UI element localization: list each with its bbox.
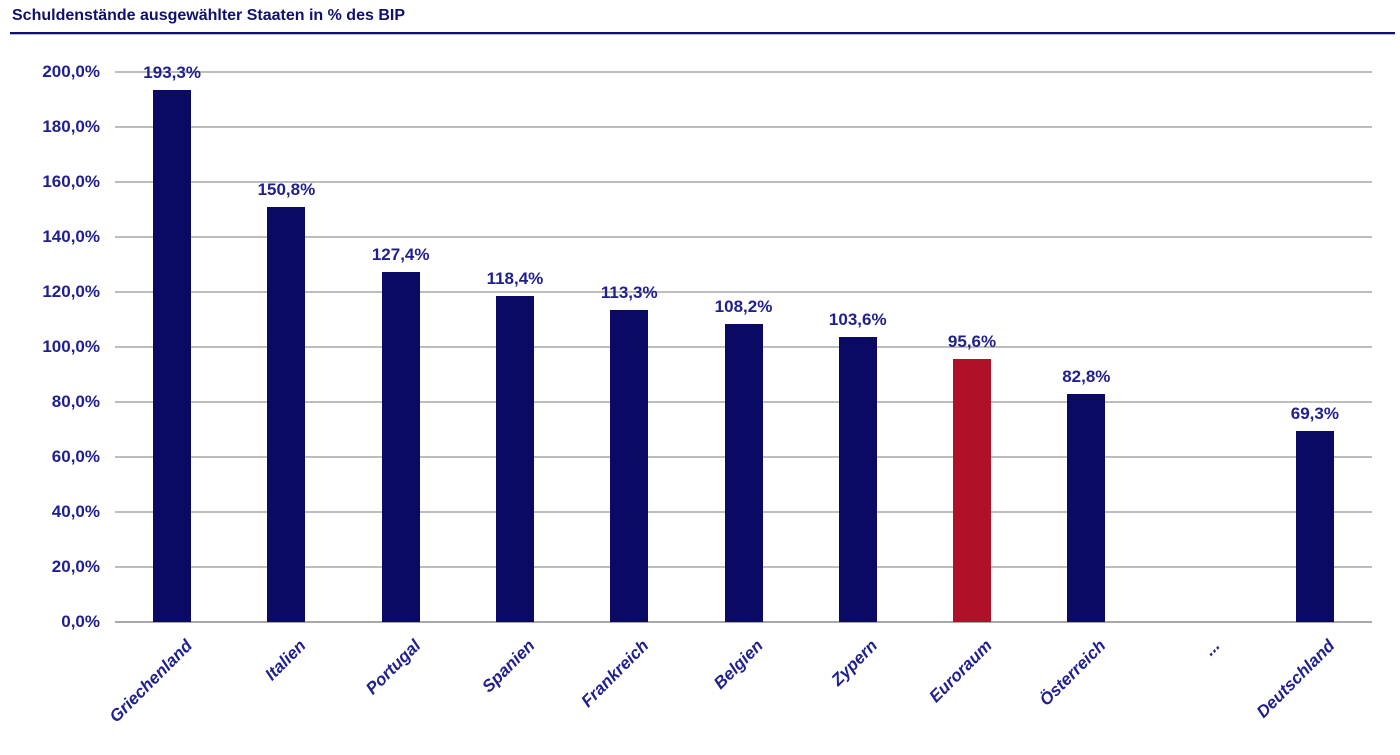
value-label-belgien: 108,2% [714,297,773,317]
gridline [115,71,1372,73]
gridline [115,291,1372,293]
value-label-zypern: 103,6% [828,310,887,330]
y-tick-label: 40,0% [51,502,100,521]
y-tick-label: 60,0% [51,447,100,466]
y-tick-label: 0,0% [61,612,100,631]
bar-frankreich [610,310,649,622]
gridline [115,236,1372,238]
bar-zypern [838,337,877,622]
y-tick-label: 180,0% [42,117,100,136]
bar-oesterreich [1067,394,1106,622]
value-label-griechenland: 193,3% [143,63,201,83]
x-category-label-frankreich: Frankreich [577,636,653,711]
chart-title: Schuldenstände ausgewählter Staaten in %… [12,7,405,24]
value-label-italien: 150,8% [257,180,316,200]
x-category-label-belgien: Belgien [710,636,767,693]
x-category-label-euroraum: Euroraum [925,636,996,707]
y-tick-label: 20,0% [51,557,100,576]
gridline [115,126,1372,128]
bar-portugal [381,271,420,622]
value-label-frankreich: 113,3% [600,283,658,303]
y-tick-label: 100,0% [42,337,100,356]
y-tick-label: 80,0% [51,392,100,411]
bar-italien [267,207,306,622]
y-tick-label: 160,0% [42,172,100,191]
x-category-label-gap: ... [1200,636,1225,660]
value-label-oesterreich: 82,8% [1062,367,1111,387]
y-tick-label: 120,0% [42,282,100,301]
bar-spanien [495,296,534,622]
gridline [115,181,1372,183]
title-underline-rule [10,32,1395,35]
x-category-label-italien: Italien [261,636,310,685]
x-category-label-portugal: Portugal [361,636,425,699]
x-category-label-griechenland: Griechenland [105,636,196,727]
bar-deutschland [1295,431,1334,622]
value-label-deutschland: 69,3% [1290,404,1339,424]
x-category-label-oesterreich: Österreich [1036,636,1110,710]
y-tick-label: 200,0% [42,62,100,81]
x-axis-baseline [115,621,1372,623]
x-category-label-deutschland: Deutschland [1252,636,1339,722]
x-category-label-zypern: Zypern [827,636,882,690]
y-tick-label: 140,0% [42,227,100,246]
value-label-spanien: 118,4% [486,269,544,289]
value-label-euroraum: 95,6% [947,332,997,352]
value-label-portugal: 127,4% [371,244,430,264]
plot-area: 193,3% Griechenland 150,8% Italien 127,4% Por… [105,63,1372,726]
bar-euroraum [953,359,992,622]
x-category-label-spanien: Spanien [478,636,539,697]
bar-belgien [724,324,763,622]
bar-griechenland [153,90,192,622]
